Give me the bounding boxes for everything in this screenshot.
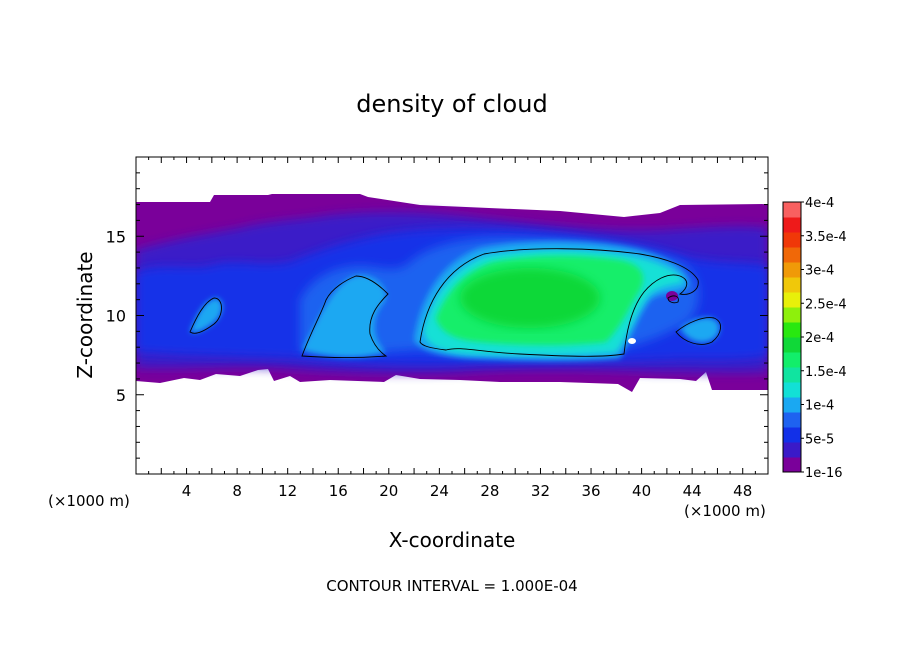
colorbar-label: 4e-4 bbox=[805, 196, 834, 211]
x-tick-label: 20 bbox=[379, 482, 398, 500]
x-tick-label: 32 bbox=[531, 482, 550, 500]
colorbar-swatch bbox=[783, 337, 801, 353]
colorbar-swatch bbox=[783, 217, 801, 233]
contour-lines bbox=[189, 248, 721, 358]
colorbar-swatch bbox=[783, 367, 801, 383]
footer-contour-interval: CONTOUR INTERVAL = 1.000E-04 bbox=[326, 577, 577, 595]
colorbar-swatch bbox=[783, 247, 801, 263]
contour-tiny bbox=[667, 295, 679, 304]
colorbar-swatch bbox=[783, 202, 801, 218]
colorbar-swatch bbox=[783, 232, 801, 248]
colorbar-label: 2.5e-4 bbox=[805, 297, 847, 312]
colorbar-swatch bbox=[783, 382, 801, 398]
x-tick-label: 28 bbox=[480, 482, 499, 500]
y-tick-label: 15 bbox=[106, 227, 126, 246]
x-unit-right: (×1000 m) bbox=[684, 502, 766, 520]
colorbar-label: 5e-5 bbox=[805, 432, 834, 447]
x-tick-label: 12 bbox=[278, 482, 297, 500]
y-axis-label: Z-coordinate bbox=[73, 251, 97, 378]
colorbar-swatch bbox=[783, 277, 801, 293]
colorbar-swatch bbox=[783, 262, 801, 278]
colorbar-swatch bbox=[783, 352, 801, 368]
colorbar-swatch bbox=[783, 292, 801, 308]
contour-left-blob bbox=[301, 275, 389, 358]
contour-small-left bbox=[189, 297, 222, 334]
y-tick-label: 5 bbox=[116, 386, 126, 405]
x-tick-label: 40 bbox=[632, 482, 651, 500]
colorbar-swatch bbox=[783, 307, 801, 323]
x-axis: 4 8 12 16 20 24 28 32 36 40 44 48 bbox=[148, 157, 756, 500]
colorbar: 1e-16 5e-5 1e-4 1.5e-4 2e-4 2.5e-4 3e-4 3.5e-4 4… bbox=[782, 196, 847, 481]
chart-title: density of cloud bbox=[356, 90, 547, 118]
colorbar-swatch bbox=[783, 427, 801, 443]
colorbar-swatch bbox=[783, 412, 801, 428]
x-tick-label: 44 bbox=[683, 482, 702, 500]
contour-core bbox=[419, 248, 699, 357]
x-tick-label: 4 bbox=[182, 482, 192, 500]
x-tick-label: 16 bbox=[329, 482, 348, 500]
x-tick-label: 24 bbox=[430, 482, 449, 500]
colorbar-label: 3e-4 bbox=[805, 264, 834, 279]
colorbar-label: 1e-16 bbox=[805, 466, 843, 481]
colorbar-label: 1e-4 bbox=[805, 399, 834, 414]
colorbar-label: 3.5e-4 bbox=[805, 230, 847, 245]
contour-small-right bbox=[675, 317, 721, 345]
x-tick-label: 48 bbox=[733, 482, 752, 500]
colorbar-label: 1.5e-4 bbox=[805, 365, 847, 380]
x-tick-label: 36 bbox=[581, 482, 600, 500]
y-axis: 5 10 15 bbox=[106, 172, 768, 459]
colorbar-swatch bbox=[783, 322, 801, 338]
x-unit-left: (×1000 m) bbox=[48, 492, 130, 510]
colorbar-swatch bbox=[783, 442, 801, 458]
cloud-layer-lightblue bbox=[302, 275, 386, 358]
x-axis-label: X-coordinate bbox=[389, 528, 516, 552]
density-field bbox=[136, 194, 768, 392]
colorbar-swatch bbox=[783, 397, 801, 413]
x-tick-label: 8 bbox=[232, 482, 242, 500]
y-tick-label: 10 bbox=[106, 307, 126, 326]
colorbar-swatch bbox=[783, 457, 801, 473]
colorbar-label: 2e-4 bbox=[805, 331, 834, 346]
